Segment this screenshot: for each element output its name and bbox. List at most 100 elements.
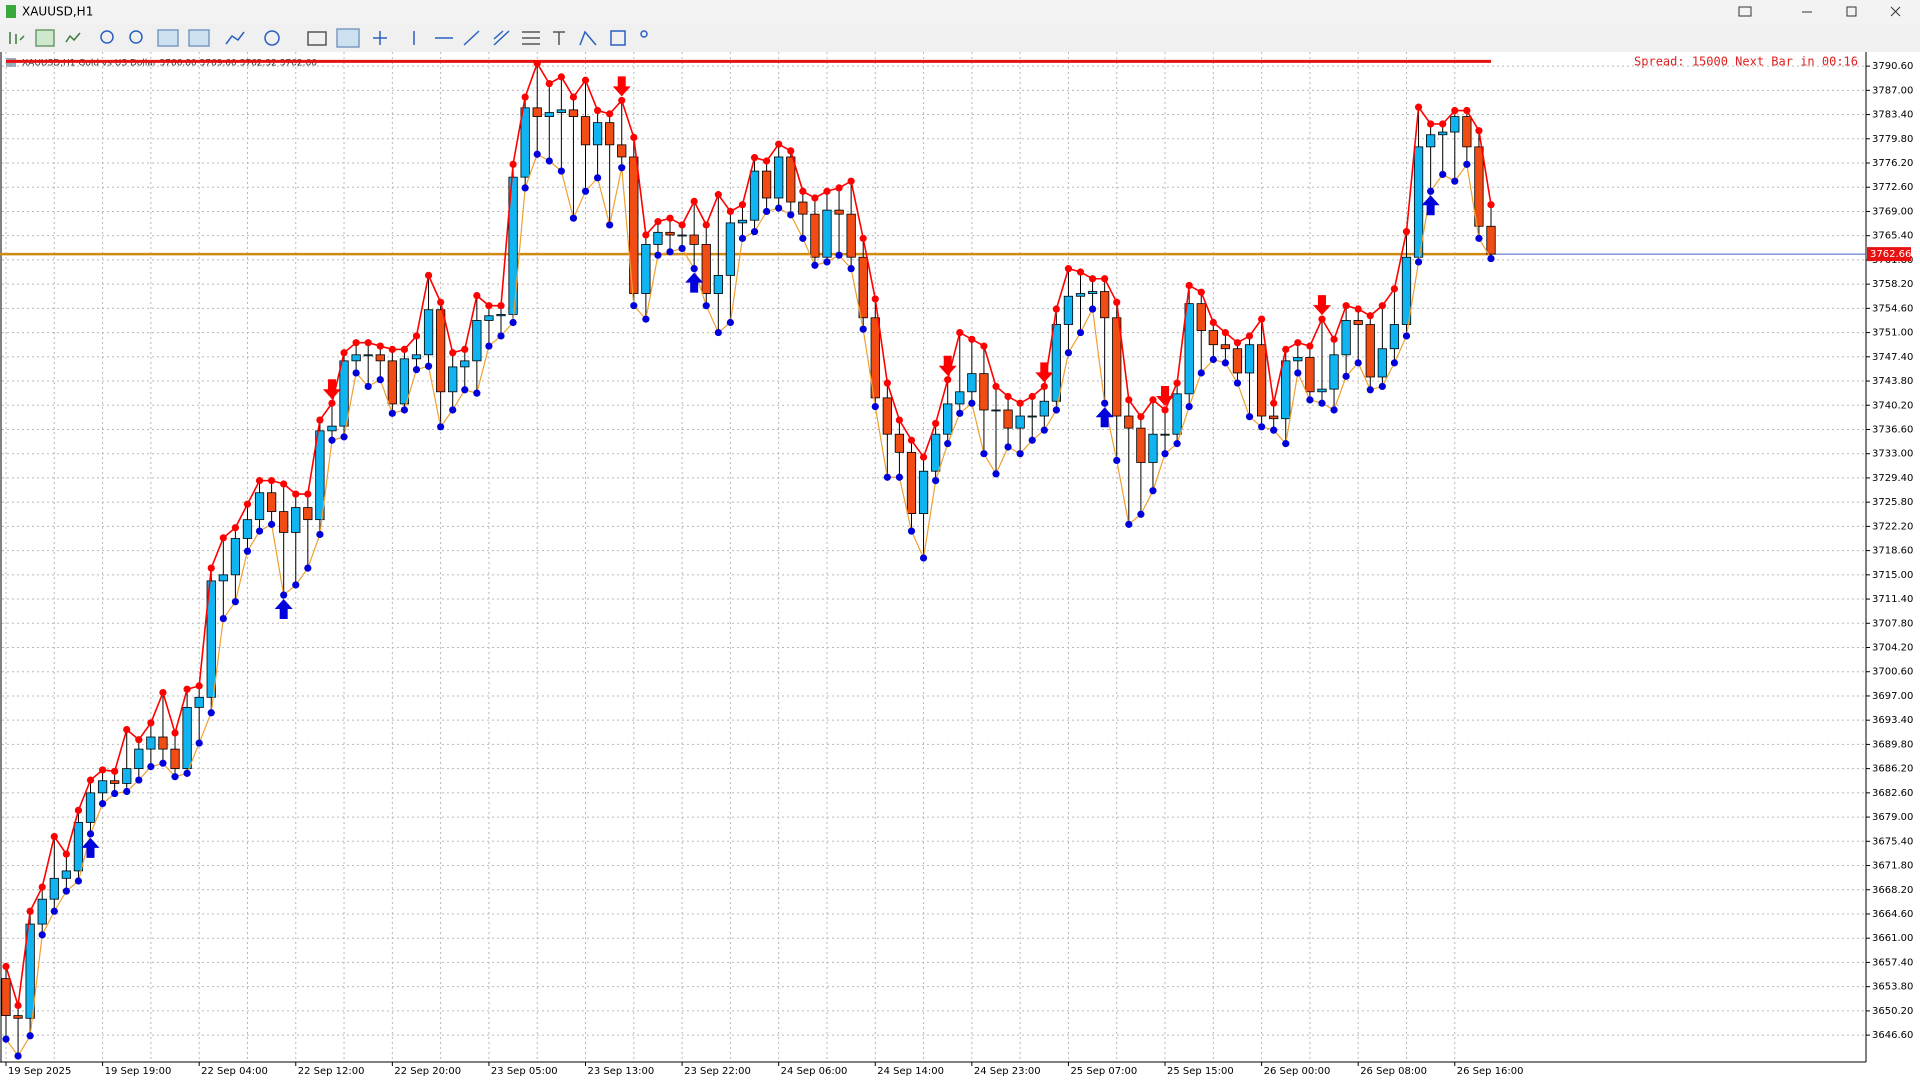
tool-bar-chart[interactable] — [9, 32, 25, 44]
tool-objects[interactable] — [640, 30, 648, 38]
y-tick-label: 3747.40 — [1872, 352, 1913, 363]
y-tick-label: 3772.60 — [1872, 182, 1913, 193]
low-dot — [1451, 177, 1459, 185]
tool-indicators[interactable] — [225, 31, 245, 45]
candle-body — [1450, 116, 1460, 133]
candle-body — [484, 315, 494, 321]
high-dot — [1318, 315, 1326, 323]
high-line — [5, 61, 1492, 1006]
low-dot — [1185, 403, 1193, 411]
candle-body — [677, 234, 687, 237]
high-dot — [533, 59, 541, 68]
low-dot — [1125, 520, 1133, 528]
low-dot — [907, 527, 916, 535]
tool-autoscroll[interactable] — [188, 29, 210, 47]
high-dot — [775, 140, 783, 148]
window-controls[interactable] — [1738, 6, 1901, 17]
high-dot — [1149, 396, 1157, 404]
candle-body — [556, 109, 566, 113]
tool-cursor[interactable] — [336, 28, 360, 48]
chart-area — [0, 52, 1920, 1080]
low-dot — [521, 184, 529, 192]
candle-body — [1208, 330, 1218, 346]
high-dot — [14, 1001, 22, 1010]
tool-line[interactable] — [65, 32, 81, 43]
high-dot — [1016, 399, 1024, 407]
tool-fibo[interactable] — [522, 31, 540, 45]
close[interactable] — [1890, 6, 1901, 17]
high-dot — [1282, 345, 1290, 354]
tool-candles[interactable] — [35, 29, 55, 47]
high-dot — [86, 776, 95, 784]
low-dot — [231, 598, 239, 606]
high-dot — [2, 962, 10, 971]
maximize[interactable] — [1846, 6, 1857, 17]
tool-grid[interactable] — [157, 29, 179, 47]
candle-body — [1341, 320, 1351, 356]
low-dot — [485, 342, 493, 350]
tool-crosshair[interactable] — [373, 31, 387, 45]
y-tick-label: 3729.40 — [1872, 473, 1913, 484]
high-dot — [292, 490, 300, 498]
tool-rect[interactable] — [610, 30, 626, 46]
toolbar-icons[interactable] — [9, 28, 648, 48]
high-dot — [799, 187, 807, 195]
high-dot — [1270, 399, 1278, 407]
candle-body — [327, 425, 337, 432]
candle-body — [931, 433, 941, 472]
restore-icon[interactable] — [1738, 6, 1752, 17]
high-dot — [1040, 382, 1048, 391]
candle-body — [242, 519, 253, 539]
tool-periods[interactable] — [264, 30, 280, 46]
high-dot — [1378, 302, 1386, 310]
low-dot — [690, 265, 698, 273]
low-dot — [98, 800, 107, 808]
tool-trendline[interactable] — [463, 30, 480, 46]
high-dot — [207, 564, 215, 572]
high-dot — [1088, 275, 1097, 283]
high-dot — [231, 524, 239, 532]
tool-text[interactable] — [553, 31, 565, 45]
low-dot — [1294, 369, 1302, 377]
buy-arrow — [81, 837, 100, 858]
low-dot — [1390, 359, 1399, 367]
low-dot — [26, 1032, 34, 1040]
tool-shapes[interactable] — [579, 30, 597, 46]
tool-zoom-in[interactable] — [100, 30, 114, 44]
low-dot — [654, 251, 662, 259]
candle-body — [858, 256, 868, 319]
low-dot — [1245, 413, 1254, 421]
low-dot — [1040, 426, 1048, 434]
tool-channel[interactable] — [493, 30, 510, 46]
candle-body — [629, 156, 639, 294]
buy-arrow — [1421, 195, 1440, 216]
high-dot — [690, 197, 698, 205]
high-dot — [1475, 127, 1483, 135]
high-dot — [823, 187, 831, 195]
low-dot — [62, 887, 70, 895]
low-dot — [823, 258, 831, 266]
candle-body — [1438, 131, 1448, 136]
candle-body — [532, 107, 542, 117]
candle-body — [1087, 291, 1098, 294]
candle-body — [991, 409, 1001, 412]
candle-body — [1039, 400, 1049, 417]
low-dot — [195, 739, 203, 747]
candle-body — [870, 317, 880, 399]
candle-body — [894, 433, 905, 453]
candle-body — [1269, 415, 1279, 420]
candle-body — [73, 822, 84, 872]
x-tick-label: 19 Sep 19:00 — [105, 1066, 172, 1077]
candle-body — [749, 170, 760, 221]
candle-body — [122, 768, 132, 784]
low-dot — [1076, 328, 1085, 337]
high-dot — [1161, 406, 1169, 414]
tool-screenshot[interactable] — [307, 31, 327, 46]
tool-zoom-out[interactable] — [129, 30, 143, 44]
low-dot — [1221, 359, 1229, 367]
low-dot — [400, 406, 409, 414]
candle-body — [580, 116, 591, 146]
low-dot — [606, 221, 614, 229]
candle-body — [97, 780, 108, 794]
y-tick-label: 3700.60 — [1872, 667, 1913, 678]
